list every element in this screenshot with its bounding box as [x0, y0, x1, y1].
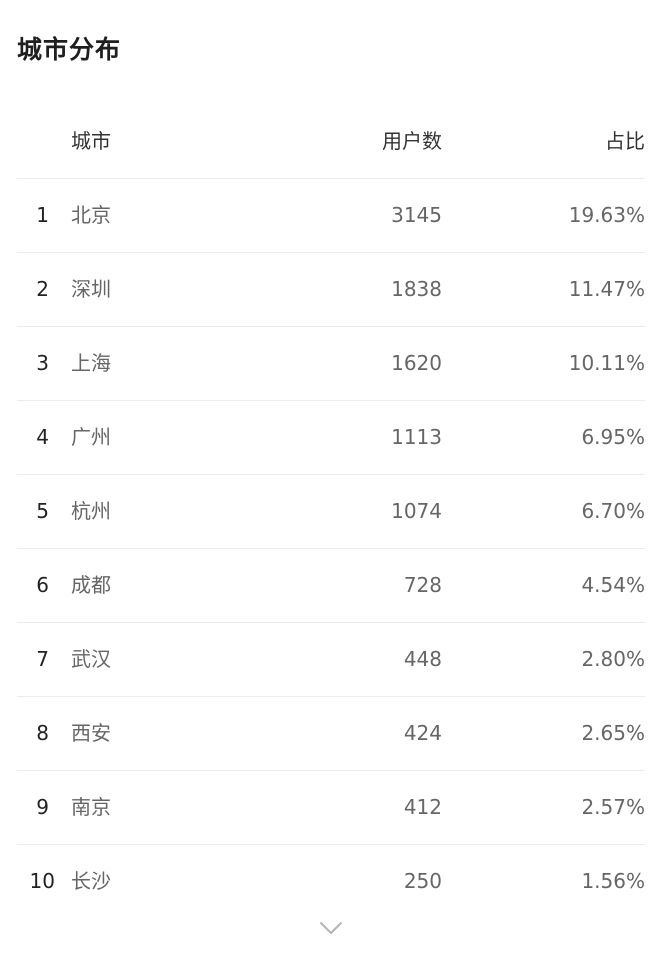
row-share: 4.54% [581, 573, 645, 597]
row-users: 250 [403, 869, 442, 893]
row-city: 武汉 [71, 647, 111, 671]
table-row: 7 武汉 448 2.80% [17, 623, 645, 697]
row-users: 3145 [391, 203, 442, 227]
row-city: 西安 [71, 721, 111, 745]
row-users: 424 [403, 721, 442, 745]
row-rank: 10 [29, 869, 55, 893]
row-users: 412 [403, 795, 442, 819]
row-users: 1074 [391, 499, 442, 523]
row-city: 杭州 [71, 499, 111, 523]
row-rank: 9 [36, 795, 49, 819]
row-city: 成都 [71, 573, 111, 597]
row-city: 深圳 [71, 277, 111, 301]
table-row: 10 长沙 250 1.56% [17, 845, 645, 918]
table-row: 3 上海 1620 10.11% [17, 327, 645, 401]
row-share: 2.57% [581, 795, 645, 819]
table-row: 9 南京 412 2.57% [17, 771, 645, 845]
row-city: 长沙 [71, 869, 111, 893]
chevron-down-icon[interactable] [319, 920, 343, 936]
row-rank: 4 [36, 425, 49, 449]
header-city: 城市 [71, 129, 111, 153]
row-share: 6.95% [581, 425, 645, 449]
row-share: 6.70% [581, 499, 645, 523]
row-users: 728 [403, 573, 442, 597]
table-row: 1 北京 3145 19.63% [17, 179, 645, 253]
row-rank: 2 [36, 277, 49, 301]
row-rank: 3 [36, 351, 49, 375]
row-rank: 8 [36, 721, 49, 745]
row-share: 2.65% [581, 721, 645, 745]
table-row: 2 深圳 1838 11.47% [17, 253, 645, 327]
row-users: 448 [403, 647, 442, 671]
row-rank: 5 [36, 499, 49, 523]
header-users: 用户数 [382, 129, 442, 153]
row-city: 上海 [71, 351, 111, 375]
row-city: 北京 [71, 203, 111, 227]
row-share: 2.80% [581, 647, 645, 671]
row-rank: 6 [36, 573, 49, 597]
row-rank: 1 [36, 203, 49, 227]
row-share: 19.63% [568, 203, 645, 227]
row-city: 广州 [71, 425, 111, 449]
row-users: 1838 [391, 277, 442, 301]
row-rank: 7 [36, 647, 49, 671]
header-share: 占比 [605, 129, 645, 153]
row-users: 1113 [391, 425, 442, 449]
table-row: 4 广州 1113 6.95% [17, 401, 645, 475]
table-header-row: 城市 用户数 占比 [17, 105, 645, 179]
table-row: 8 西安 424 2.65% [17, 697, 645, 771]
row-city: 南京 [71, 795, 111, 819]
row-share: 11.47% [568, 277, 645, 301]
row-users: 1620 [391, 351, 442, 375]
city-distribution-table: 城市 用户数 占比 1 北京 3145 19.63% 2 深圳 1838 11.… [17, 105, 645, 918]
row-share: 1.56% [581, 869, 645, 893]
table-row: 6 成都 728 4.54% [17, 549, 645, 623]
row-share: 10.11% [568, 351, 645, 375]
chevron-down-icon-svg [320, 922, 342, 934]
table-row: 5 杭州 1074 6.70% [17, 475, 645, 549]
page-title: 城市分布 [17, 35, 122, 64]
